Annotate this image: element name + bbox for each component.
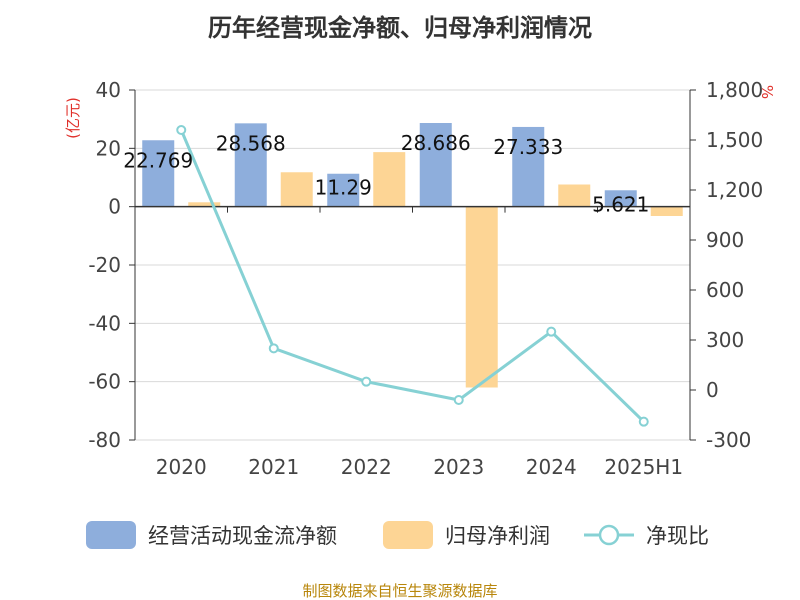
cashflow-data-label: 28.686 bbox=[401, 131, 471, 155]
right-tick-label: 1,800 bbox=[706, 78, 763, 102]
grid bbox=[135, 89, 690, 441]
legend-label: 归母净利润 bbox=[445, 524, 550, 548]
x-tick-label: 2025H1 bbox=[604, 455, 683, 479]
left-tick-label: 40 bbox=[96, 78, 121, 102]
net-profit-bar bbox=[280, 172, 313, 207]
cashflow-bar bbox=[512, 126, 545, 207]
ratio-point bbox=[268, 343, 279, 354]
net-profit-bar bbox=[188, 202, 221, 207]
legend-label: 净现比 bbox=[646, 524, 709, 548]
cashflow-data-label: 28.568 bbox=[216, 131, 286, 155]
right-tick-label: -300 bbox=[706, 428, 751, 452]
cashflow-bar bbox=[327, 173, 360, 207]
left-tick-label: -80 bbox=[88, 428, 121, 452]
right-tick-label: 900 bbox=[706, 228, 744, 252]
legend-marker bbox=[598, 524, 620, 546]
right-tick-label: 0 bbox=[706, 378, 719, 402]
left-tick-label: 20 bbox=[96, 136, 121, 160]
legend: 经营活动现金流净额 归母净利润 净现比 bbox=[86, 521, 709, 549]
cashflow-data-label: 27.333 bbox=[493, 135, 563, 159]
axes: 40 20 0 -20 -40 -60 -80 1,800 1,500 1,200 900 600 30… bbox=[88, 78, 763, 479]
cashflow-data-label: 11.29 bbox=[315, 176, 372, 200]
net-profit-bar bbox=[650, 206, 683, 216]
right-tick-label: 300 bbox=[706, 328, 744, 352]
left-tick-label: 0 bbox=[108, 195, 121, 219]
right-axis-unit: % bbox=[758, 85, 776, 99]
right-tick-label: 600 bbox=[706, 278, 744, 302]
net-profit-bar bbox=[558, 184, 591, 207]
legend-swatch bbox=[86, 521, 136, 549]
bars bbox=[142, 122, 683, 388]
source-note: 制图数据来自恒生聚源数据库 bbox=[302, 582, 497, 600]
net-profit-bar bbox=[373, 152, 406, 207]
legend-swatch bbox=[383, 521, 433, 549]
ratio-line-path bbox=[179, 129, 645, 423]
left-axis-unit: (亿元) bbox=[64, 97, 82, 139]
left-tick-label: -40 bbox=[88, 311, 121, 335]
left-tick-label: -20 bbox=[88, 253, 121, 277]
cashflow-bar bbox=[142, 140, 175, 207]
ratio-point bbox=[361, 376, 372, 387]
left-tick-label: -60 bbox=[88, 370, 121, 394]
x-tick-label: 2020 bbox=[156, 455, 207, 479]
data-labels: 22.769 28.568 11.29 28.686 27.333 5.621 bbox=[123, 131, 649, 216]
cashflow-bar bbox=[234, 123, 267, 207]
ratio-point bbox=[453, 395, 464, 405]
net-profit-bar bbox=[465, 206, 498, 388]
right-tick-label: 1,200 bbox=[706, 178, 763, 202]
right-tick-label: 1,500 bbox=[706, 128, 763, 152]
x-tick-label: 2022 bbox=[341, 455, 392, 479]
ratio-point bbox=[176, 125, 187, 135]
cashflow-bar bbox=[419, 122, 452, 207]
cashflow-bar bbox=[604, 190, 637, 207]
cashflow-data-label: 22.769 bbox=[123, 148, 193, 172]
legend-label: 经营活动现金流净额 bbox=[148, 524, 337, 548]
ratio-point bbox=[546, 326, 557, 337]
chart-title: 历年经营现金净额、归母净利润情况 bbox=[208, 14, 592, 42]
ratio-point bbox=[638, 416, 649, 427]
x-tick-label: 2023 bbox=[433, 455, 484, 479]
x-tick-label: 2024 bbox=[526, 455, 577, 479]
cashflow-data-label: 5.621 bbox=[592, 192, 649, 216]
ratio-line bbox=[176, 125, 649, 427]
x-tick-label: 2021 bbox=[248, 455, 299, 479]
